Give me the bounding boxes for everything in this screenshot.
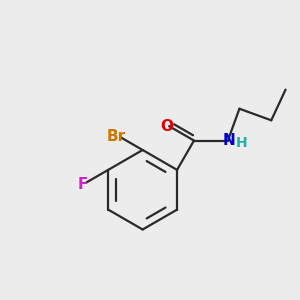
Text: Br: Br — [107, 129, 126, 144]
Text: F: F — [77, 176, 88, 191]
Text: N: N — [223, 133, 236, 148]
Text: H: H — [235, 136, 247, 151]
Text: O: O — [160, 119, 173, 134]
